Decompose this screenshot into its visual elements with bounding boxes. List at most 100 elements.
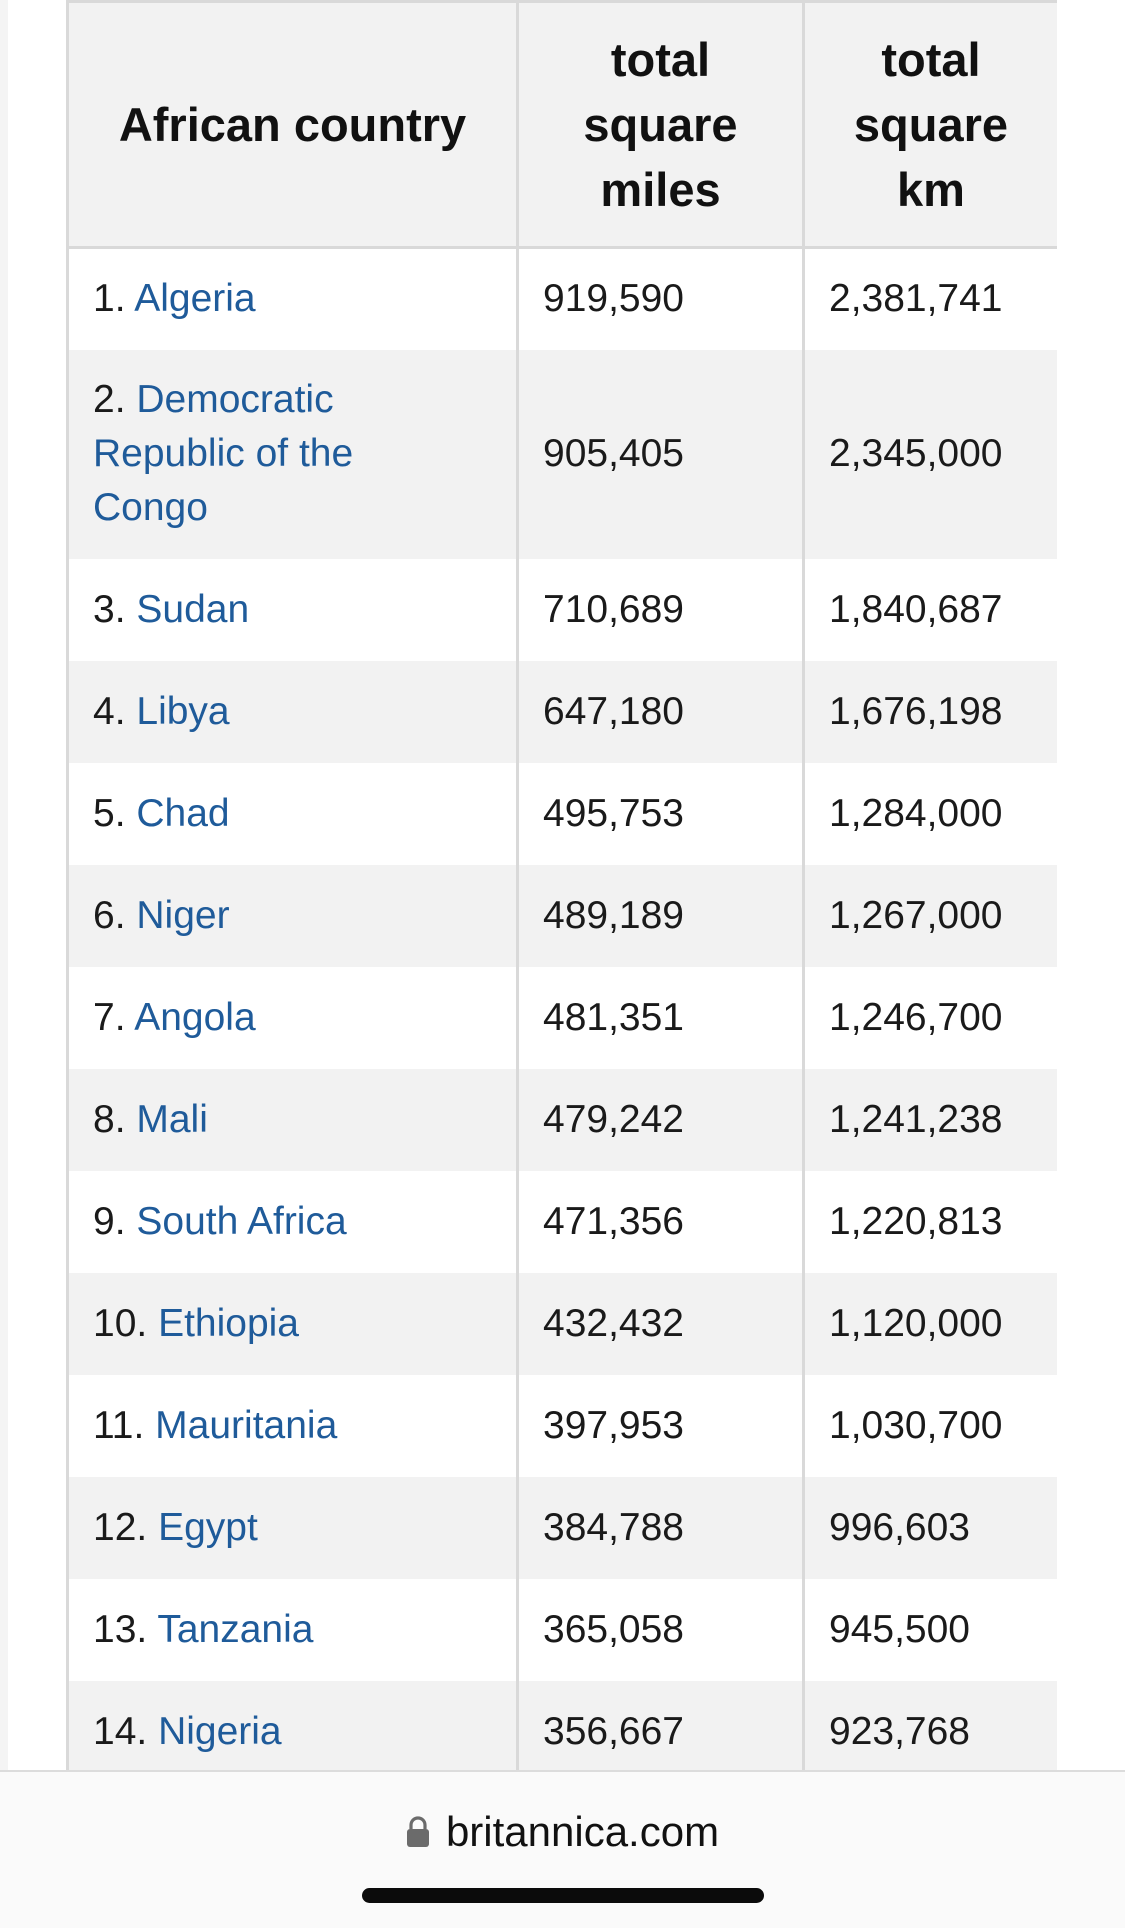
table-row: 14. Nigeria 356,667 923,768 (66, 1680, 1057, 1772)
country-link[interactable]: Nigeria (158, 1709, 282, 1753)
table-row: 1. Algeria 919,590 2,381,741 (66, 247, 1057, 350)
home-indicator[interactable] (362, 1888, 764, 1903)
header-miles-line: square (583, 98, 738, 151)
square-miles-cell: 356,667 (516, 1680, 805, 1772)
table-row: 8. Mali 479,242 1,241,238 (66, 1068, 1057, 1171)
rank-number: 9. (93, 1199, 126, 1243)
square-km-cell: 1,241,238 (802, 1068, 1057, 1171)
square-km-cell: 1,840,687 (802, 558, 1057, 661)
table-row: 7. Angola 481,351 1,246,700 (66, 966, 1057, 1069)
country-cell: 5. Chad (66, 762, 519, 865)
square-km-cell: 2,381,741 (802, 247, 1057, 350)
area-table: African country total square miles total… (66, 0, 1057, 1772)
country-link[interactable]: Tanzania (157, 1607, 314, 1651)
table-row: 11. Mauritania 397,953 1,030,700 (66, 1374, 1057, 1477)
country-link[interactable]: Democratic Republic of the Congo (93, 378, 354, 529)
header-km-line: total (881, 33, 981, 86)
country-link[interactable]: Libya (136, 689, 230, 733)
country-cell: 9. South Africa (66, 1170, 519, 1273)
header-country-label: African country (118, 98, 467, 151)
country-link[interactable]: Sudan (136, 587, 250, 631)
square-miles-cell: 471,356 (516, 1170, 805, 1273)
rank-number: 5. (93, 791, 126, 835)
rank-number: 14. (93, 1709, 148, 1753)
square-km-cell: 1,030,700 (802, 1374, 1057, 1477)
country-cell: 1. Algeria (66, 247, 519, 350)
country-link[interactable]: Chad (136, 791, 230, 835)
country-link[interactable]: Niger (136, 893, 230, 937)
country-link[interactable]: South Africa (136, 1199, 347, 1243)
country-cell: 11. Mauritania (66, 1374, 519, 1477)
country-cell: 2. Democratic Republic of the Congo (66, 349, 519, 559)
square-miles-cell: 710,689 (516, 558, 805, 661)
header-km-line: square (853, 98, 1009, 151)
rank-number: 7. (93, 995, 126, 1039)
header-country: African country (66, 0, 519, 249)
rank-number: 11. (93, 1403, 145, 1447)
square-km-cell: 2,345,000 (802, 349, 1057, 559)
square-miles-cell: 495,753 (516, 762, 805, 865)
country-cell: 4. Libya (66, 660, 519, 763)
square-km-cell: 1,246,700 (802, 966, 1057, 1069)
browser-bottom-bar: britannica.com (0, 1770, 1125, 1928)
country-link[interactable]: Ethiopia (158, 1301, 299, 1345)
table-row: 5. Chad 495,753 1,284,000 (66, 762, 1057, 865)
country-cell: 12. Egypt (66, 1476, 519, 1579)
rank-number: 8. (93, 1097, 126, 1141)
square-miles-cell: 919,590 (516, 247, 805, 350)
table-body: 1. Algeria 919,590 2,381,741 2. Democrat… (66, 247, 1057, 1772)
square-miles-cell: 489,189 (516, 864, 805, 967)
square-km-cell: 1,284,000 (802, 762, 1057, 865)
header-km-line: km (897, 163, 965, 216)
table-row: 3. Sudan 710,689 1,840,687 (66, 558, 1057, 661)
header-square-km: total square km (802, 0, 1057, 249)
square-miles-cell: 397,953 (516, 1374, 805, 1477)
square-km-cell: 945,500 (802, 1578, 1057, 1681)
square-miles-cell: 479,242 (516, 1068, 805, 1171)
rank-number: 2. (93, 378, 126, 421)
header-square-miles: total square miles (516, 0, 805, 249)
address-bar[interactable]: britannica.com (0, 1802, 1125, 1862)
country-cell: 8. Mali (66, 1068, 519, 1171)
rank-number: 3. (93, 587, 126, 631)
country-link[interactable]: Egypt (158, 1505, 258, 1549)
header-miles-line: miles (600, 163, 721, 216)
header-miles-line: total (610, 33, 711, 86)
square-miles-cell: 432,432 (516, 1272, 805, 1375)
area-table-container: African country total square miles total… (66, 0, 1057, 1772)
table-header-row: African country total square miles total… (66, 0, 1057, 249)
rank-number: 1. (93, 277, 126, 321)
url-text[interactable]: britannica.com (445, 1808, 720, 1855)
rank-number: 12. (93, 1505, 148, 1549)
square-miles-cell: 481,351 (516, 966, 805, 1069)
country-link[interactable]: Angola (134, 995, 256, 1039)
table-row: 9. South Africa 471,356 1,220,813 (66, 1170, 1057, 1273)
page-edge (0, 0, 8, 1772)
square-km-cell: 1,120,000 (802, 1272, 1057, 1375)
table-row: 13. Tanzania 365,058 945,500 (66, 1578, 1057, 1681)
country-cell: 6. Niger (66, 864, 519, 967)
table-row: 4. Libya 647,180 1,676,198 (66, 660, 1057, 763)
country-cell: 10. Ethiopia (66, 1272, 519, 1375)
square-km-cell: 1,676,198 (802, 660, 1057, 763)
country-cell: 14. Nigeria (66, 1680, 519, 1772)
square-km-cell: 923,768 (802, 1680, 1057, 1772)
square-miles-cell: 365,058 (516, 1578, 805, 1681)
country-cell: 13. Tanzania (66, 1578, 519, 1681)
table-row: 6. Niger 489,189 1,267,000 (66, 864, 1057, 967)
table-row: 2. Democratic Republic of the Congo 905,… (66, 349, 1057, 559)
square-miles-cell: 647,180 (516, 660, 805, 763)
country-link[interactable]: Mauritania (155, 1403, 338, 1447)
rank-number: 10. (93, 1301, 148, 1345)
square-km-cell: 1,220,813 (802, 1170, 1057, 1273)
country-cell: 3. Sudan (66, 558, 519, 661)
country-link[interactable]: Mali (136, 1097, 208, 1141)
square-km-cell: 1,267,000 (802, 864, 1057, 967)
rank-number: 6. (93, 893, 126, 937)
country-link[interactable]: Algeria (134, 277, 256, 321)
square-miles-cell: 384,788 (516, 1476, 805, 1579)
country-cell: 7. Angola (66, 966, 519, 1069)
table-row: 10. Ethiopia 432,432 1,120,000 (66, 1272, 1057, 1375)
rank-number: 4. (93, 689, 126, 733)
lock-icon (406, 1816, 430, 1848)
